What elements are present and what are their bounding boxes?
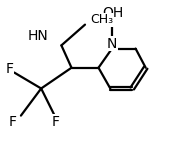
Text: F: F — [9, 115, 17, 129]
Text: N: N — [107, 37, 117, 51]
Text: HN: HN — [27, 29, 48, 43]
Text: OH: OH — [102, 6, 123, 20]
Text: F: F — [6, 62, 14, 76]
Text: CH₃: CH₃ — [90, 13, 113, 26]
Text: F: F — [51, 115, 59, 129]
